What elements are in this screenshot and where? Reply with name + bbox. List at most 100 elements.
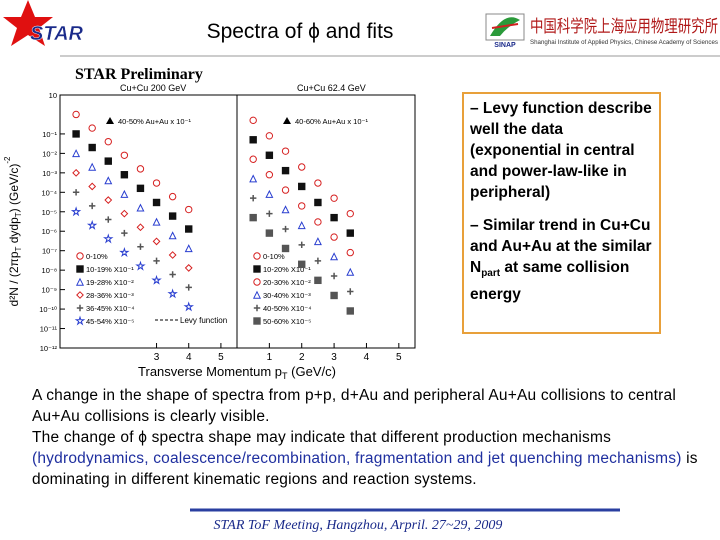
annotation-marker xyxy=(106,117,114,124)
data-point xyxy=(282,225,289,233)
data-point xyxy=(184,264,193,272)
data-point xyxy=(103,233,114,244)
data-point xyxy=(168,251,177,259)
data-point xyxy=(249,213,257,222)
data-point xyxy=(313,237,322,246)
y-tick-label: 10⁻¹ xyxy=(42,130,57,139)
legend-label: 10-20% X10⁻¹ xyxy=(263,265,311,274)
data-point xyxy=(185,284,192,291)
data-point xyxy=(314,257,322,265)
y-tick-label: 10⁻² xyxy=(42,149,57,158)
data-point xyxy=(76,291,84,299)
data-point xyxy=(76,265,84,273)
data-point xyxy=(75,277,85,286)
legend-label: 20-30% X10⁻² xyxy=(263,278,311,287)
bullet: – Levy function describe well the data (… xyxy=(470,100,652,201)
data-point xyxy=(265,189,274,198)
data-point xyxy=(152,217,161,226)
legend-label: 10-19% X10⁻¹ xyxy=(86,265,134,274)
data-point xyxy=(281,244,290,253)
legend-label: 30-40% X10⁻³ xyxy=(263,291,311,300)
data-point xyxy=(136,203,145,212)
data-point xyxy=(121,229,128,237)
body-text: A change in the shape of spectra from p+… xyxy=(32,385,712,490)
legend-label: 36-45% X10⁻⁴ xyxy=(86,304,134,313)
institute-abbr: SINAP xyxy=(494,42,516,49)
data-point xyxy=(76,252,84,260)
data-point xyxy=(330,213,338,222)
data-point xyxy=(249,136,257,144)
data-point xyxy=(72,110,80,119)
data-point xyxy=(86,219,98,230)
text-run: The change of ϕ spectra shape may indica… xyxy=(32,429,612,446)
footer-text: STAR ToF Meeting, Hangzhou, Arpril. 27~2… xyxy=(214,518,503,533)
data-point xyxy=(137,243,144,250)
data-point xyxy=(135,260,146,271)
panel-title: Cu+Cu 200 GeV xyxy=(120,83,186,93)
x-tick-label: 4 xyxy=(186,352,192,363)
y-tick-label: 10⁻³ xyxy=(42,169,57,178)
legend-label: 0-10% xyxy=(263,252,285,261)
y-tick-label: 10⁻⁵ xyxy=(42,208,57,217)
data-point xyxy=(265,229,274,237)
logo-text: STAR xyxy=(30,23,84,45)
data-point xyxy=(88,202,96,210)
annotation: 40-50% Au+Au x 10⁻¹ xyxy=(118,117,191,126)
data-point xyxy=(297,221,306,230)
legend-label: 40-50% X10⁻⁴ xyxy=(263,304,311,313)
x-tick-label: 3 xyxy=(154,352,160,363)
y-tick-label: 10⁻⁴ xyxy=(41,188,57,197)
data-point xyxy=(266,210,273,217)
data-point xyxy=(185,205,193,214)
data-point xyxy=(153,257,160,265)
data-point xyxy=(330,194,338,202)
bullet: – Similar trend in Cu+Cu and Au+Au at th… xyxy=(470,215,653,305)
y-axis-label-part: d²N / (2πp xyxy=(7,251,21,306)
bullet-text: at same collision energy xyxy=(470,259,630,304)
bullet-box: – Levy function describe well the data (… xyxy=(462,92,661,334)
emblem-stripe xyxy=(491,23,519,29)
x-tick-label: 5 xyxy=(218,352,224,363)
data-point xyxy=(120,209,129,218)
paragraph: A change in the shape of spectra from p+… xyxy=(32,387,677,425)
paragraph: The change of ϕ spectra shape may indica… xyxy=(32,427,712,490)
fit-legend-label: Levy function xyxy=(180,316,227,325)
y-tick-label: 10⁻⁶ xyxy=(42,227,57,236)
data-point xyxy=(346,307,354,315)
legend-label: 45-54% X10⁻⁵ xyxy=(86,317,134,326)
data-point xyxy=(298,260,306,268)
data-point xyxy=(104,157,112,165)
data-point xyxy=(185,225,193,233)
data-point xyxy=(136,184,145,193)
y-axis-label: d²N / (2πpT dydpT) (GeV/c)-2 xyxy=(3,156,23,306)
data-point xyxy=(314,218,322,226)
data-point xyxy=(105,216,112,223)
legend-label: 19-28% X10⁻² xyxy=(86,278,134,287)
y-tick-label: 10⁻⁹ xyxy=(41,286,57,295)
data-point xyxy=(119,247,130,258)
data-point xyxy=(281,205,290,214)
x-axis-label-part: (GeV/c) xyxy=(288,364,336,379)
data-point xyxy=(136,223,145,232)
data-point xyxy=(76,304,84,312)
data-point xyxy=(314,198,322,207)
data-point xyxy=(72,149,81,158)
y-axis-label-part: ) (GeV/c) xyxy=(7,164,21,213)
x-axis-label-part: Transverse Momentum p xyxy=(138,364,282,379)
data-point xyxy=(88,143,96,152)
x-tick-label: 2 xyxy=(299,352,305,363)
data-point xyxy=(265,132,274,140)
data-point xyxy=(249,194,257,202)
data-point xyxy=(298,241,305,249)
institute-en: Shanghai Institute of Applied Physics, C… xyxy=(530,39,719,46)
y-axis-label-part: dydp xyxy=(7,217,21,247)
text-run-highlight: (hydrodynamics, coalescence/recombinatio… xyxy=(32,450,682,467)
y-tick-label: 10⁻¹² xyxy=(40,344,58,353)
x-axis-label: Transverse Momentum pT (GeV/c) xyxy=(138,364,336,380)
data-point xyxy=(72,189,80,196)
data-point xyxy=(314,179,322,187)
panel-title: Cu+Cu 62.4 GeV xyxy=(297,83,366,93)
